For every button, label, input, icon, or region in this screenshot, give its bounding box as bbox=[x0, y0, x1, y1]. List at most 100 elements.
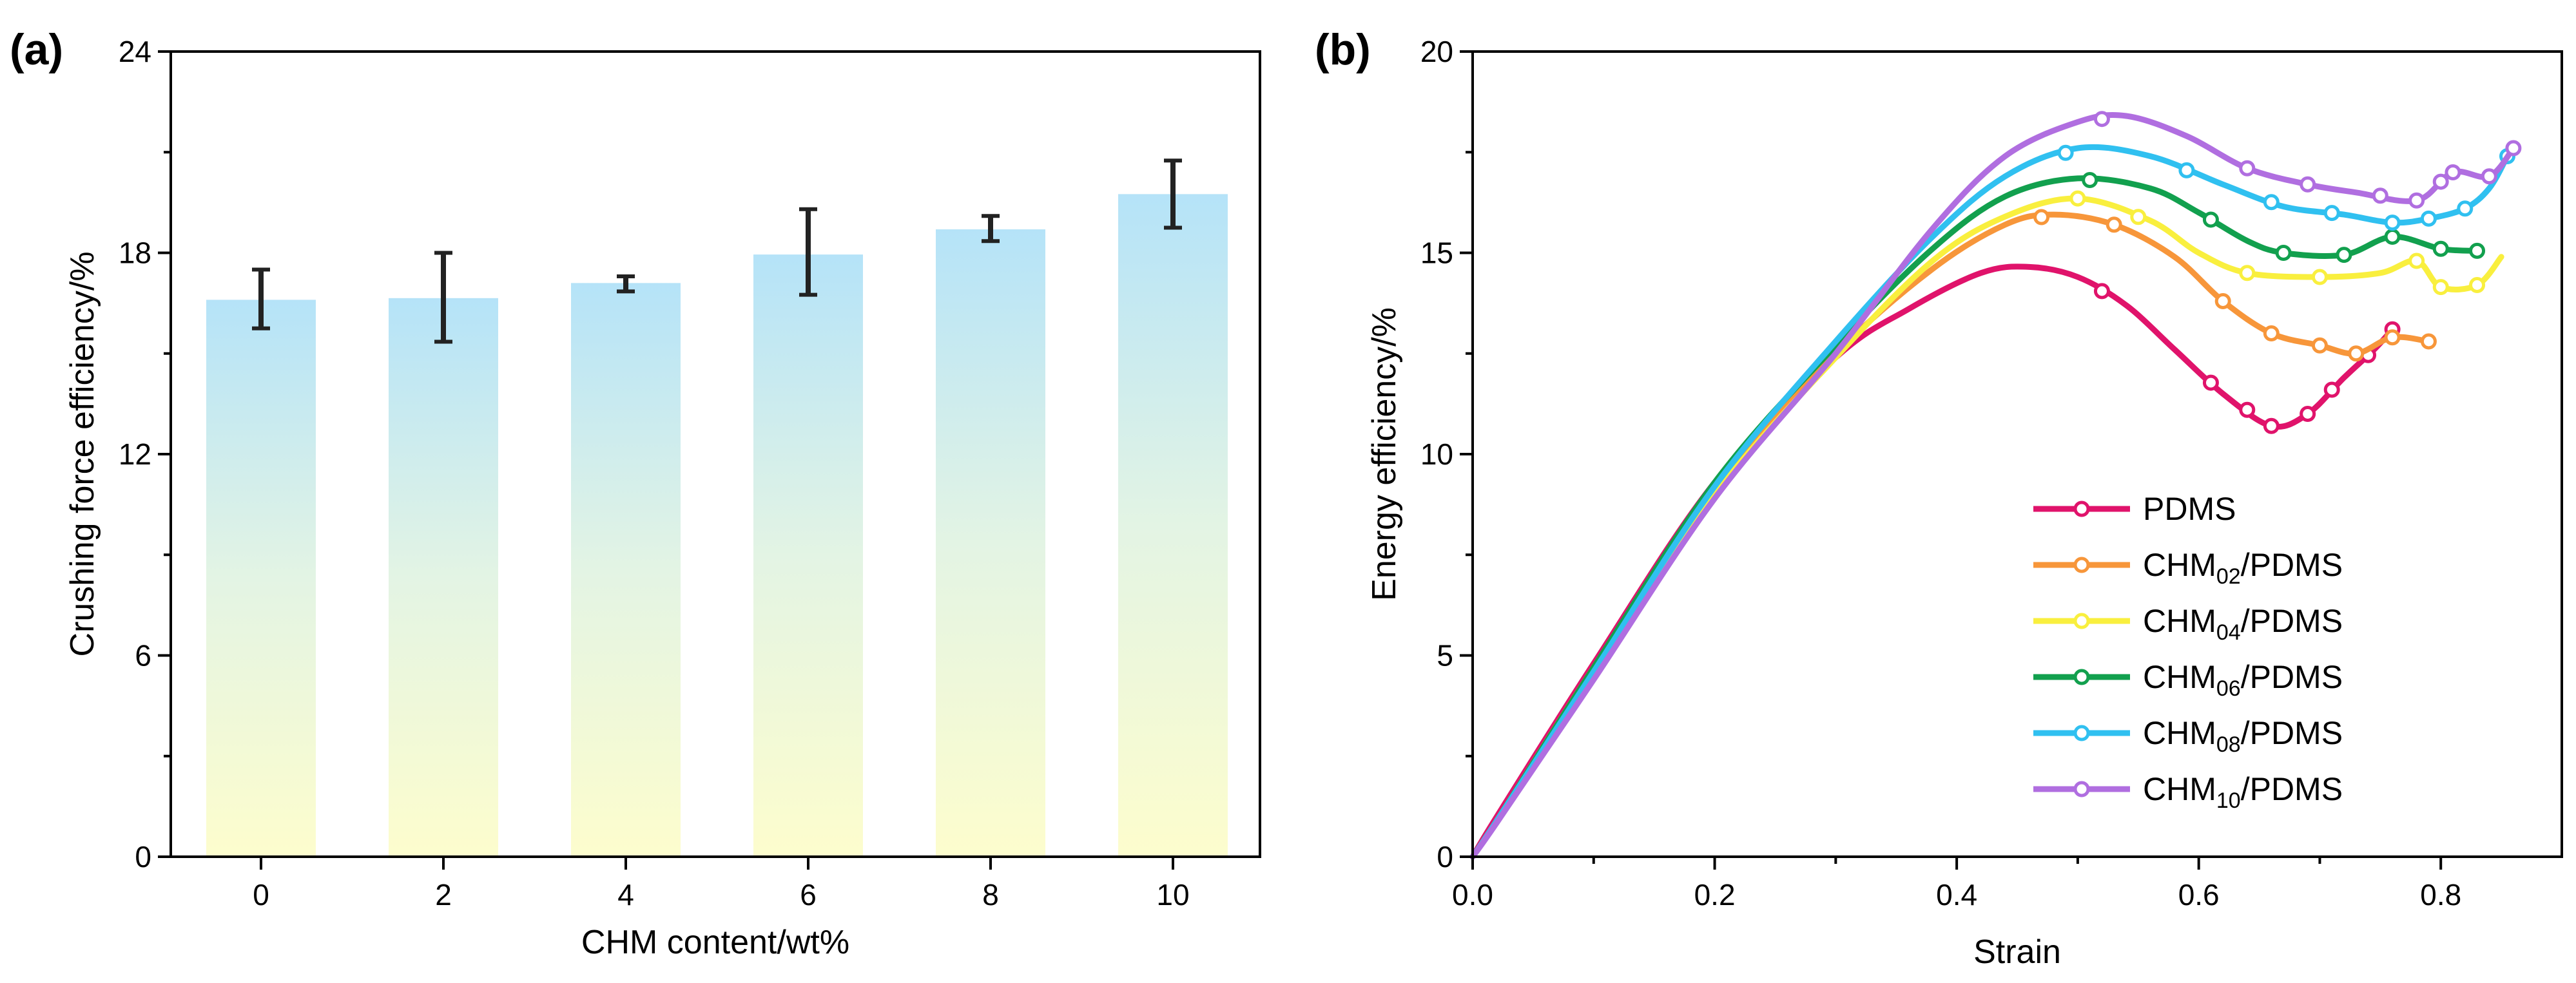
y-axis-title-a: Crushing force efficiency/% bbox=[64, 251, 101, 656]
series bbox=[1469, 209, 2437, 860]
series-marker bbox=[2384, 215, 2401, 231]
legend: PDMS CHM02/PDMS CHM04/PDMS CHM06/PDMS CHM08/… bbox=[2033, 491, 2343, 813]
x-tick-label: 10 bbox=[1156, 878, 1189, 911]
x-axis-ticks-a: 0 2 4 6 8 10 bbox=[253, 857, 1190, 911]
legend-item: PDMS bbox=[2033, 491, 2236, 527]
legend-swatch-marker bbox=[2073, 613, 2090, 629]
series-marker bbox=[2263, 194, 2280, 211]
legend-label: CHM10/PDMS bbox=[2143, 771, 2343, 813]
y-tick-label: 0 bbox=[1437, 840, 1453, 873]
series-marker bbox=[2469, 277, 2486, 293]
x-axis-title-a: CHM content/wt% bbox=[581, 924, 849, 961]
x-tick-label: 8 bbox=[982, 878, 999, 911]
y-axis-title-b: Energy efficiency/% bbox=[1366, 307, 1403, 601]
plot-frame-a bbox=[169, 50, 1261, 858]
series-marker bbox=[2311, 337, 2328, 354]
series-marker bbox=[2263, 417, 2280, 434]
series-marker bbox=[2469, 242, 2486, 259]
x-axis-title-b: Strain bbox=[1973, 933, 2061, 971]
series-marker bbox=[2384, 329, 2401, 346]
series-marker bbox=[2082, 171, 2098, 188]
series-marker bbox=[2432, 279, 2449, 296]
bar bbox=[936, 229, 1045, 857]
legend-item: CHM08/PDMS bbox=[2033, 715, 2343, 757]
series-marker bbox=[2445, 164, 2461, 180]
panel-b-line-chart: (b) 0.0 0.2 0.4 0.6 0.8 0 5 10 15 20 Strain Ener… bbox=[1315, 25, 2563, 971]
x-axis-ticks-b: 0.0 0.2 0.4 0.6 0.8 bbox=[1452, 857, 2461, 911]
series-marker bbox=[2275, 245, 2292, 261]
series-marker bbox=[2323, 381, 2340, 398]
series-marker bbox=[2178, 162, 2195, 178]
y-tick-label: 12 bbox=[119, 437, 151, 471]
x-tick-label: 0.4 bbox=[1936, 878, 1977, 911]
series-marker bbox=[2505, 140, 2522, 157]
y-tick-label: 5 bbox=[1437, 639, 1453, 673]
y-tick-label: 15 bbox=[1420, 236, 1453, 270]
series-marker bbox=[2336, 247, 2352, 263]
series-marker bbox=[2420, 333, 2437, 350]
x-tick-label: 0.6 bbox=[2178, 878, 2220, 911]
x-tick-label: 4 bbox=[617, 878, 634, 911]
series-marker bbox=[2432, 240, 2449, 257]
legend-label: CHM08/PDMS bbox=[2143, 715, 2343, 757]
series-marker bbox=[2130, 209, 2147, 225]
series bbox=[1469, 190, 2504, 860]
legend-swatch-marker bbox=[2073, 557, 2090, 573]
series-marker bbox=[2239, 265, 2256, 282]
series-marker bbox=[2372, 187, 2388, 204]
x-tick-label: 0.2 bbox=[1694, 878, 1736, 911]
x-tick-label: 0 bbox=[253, 878, 269, 911]
series-line bbox=[1469, 195, 2504, 860]
legend-swatch-marker bbox=[2073, 669, 2090, 685]
legend-label: CHM02/PDMS bbox=[2143, 547, 2343, 589]
y-axis-ticks-b: 0 5 10 15 20 bbox=[1420, 35, 1473, 873]
x-tick-label: 0.8 bbox=[2420, 878, 2461, 911]
y-axis-ticks-a: 0 6 12 18 24 bbox=[119, 35, 171, 873]
series-marker bbox=[2093, 283, 2110, 300]
series-line bbox=[1469, 112, 2517, 860]
x-tick-label: 2 bbox=[435, 878, 452, 911]
series-line bbox=[1469, 144, 2510, 860]
bar bbox=[571, 283, 681, 857]
series-marker bbox=[2263, 325, 2280, 341]
bar bbox=[206, 300, 316, 857]
legend-label: PDMS bbox=[2143, 491, 2236, 527]
y-tick-label: 6 bbox=[135, 639, 151, 673]
series-marker bbox=[2214, 293, 2231, 309]
legend-swatch-marker bbox=[2073, 781, 2090, 797]
y-tick-label: 24 bbox=[119, 35, 151, 68]
series-marker bbox=[2239, 401, 2256, 418]
series-lines bbox=[1469, 111, 2522, 860]
series-marker bbox=[2239, 160, 2256, 177]
y-tick-label: 10 bbox=[1420, 437, 1453, 471]
y-tick-label: 18 bbox=[119, 236, 151, 270]
series-marker bbox=[2408, 253, 2425, 269]
series-marker bbox=[2202, 374, 2219, 391]
panel-b-label: (b) bbox=[1315, 25, 1371, 74]
error-bar-group bbox=[252, 158, 1182, 344]
legend-item: CHM02/PDMS bbox=[2033, 547, 2343, 589]
series-marker bbox=[2457, 200, 2474, 217]
legend-item: CHM10/PDMS bbox=[2033, 771, 2343, 813]
series-line bbox=[1469, 211, 2432, 860]
series-marker bbox=[2033, 209, 2050, 225]
series-marker bbox=[2202, 211, 2219, 228]
series-marker bbox=[2481, 168, 2497, 185]
legend-label: CHM06/PDMS bbox=[2143, 659, 2343, 701]
legend-item: CHM06/PDMS bbox=[2033, 659, 2343, 701]
series-marker bbox=[2323, 205, 2340, 222]
bar bbox=[389, 298, 498, 857]
y-tick-label: 20 bbox=[1420, 35, 1453, 68]
y-tick-label: 0 bbox=[135, 840, 151, 873]
legend-swatch-marker bbox=[2073, 501, 2090, 517]
series-marker bbox=[2408, 192, 2425, 209]
bar bbox=[753, 254, 863, 857]
series-marker bbox=[2069, 190, 2086, 207]
series-marker bbox=[2420, 210, 2437, 227]
series-marker bbox=[2093, 111, 2110, 128]
bar-group bbox=[206, 194, 1228, 857]
series-marker bbox=[2311, 269, 2328, 285]
x-tick-label: 6 bbox=[800, 878, 817, 911]
